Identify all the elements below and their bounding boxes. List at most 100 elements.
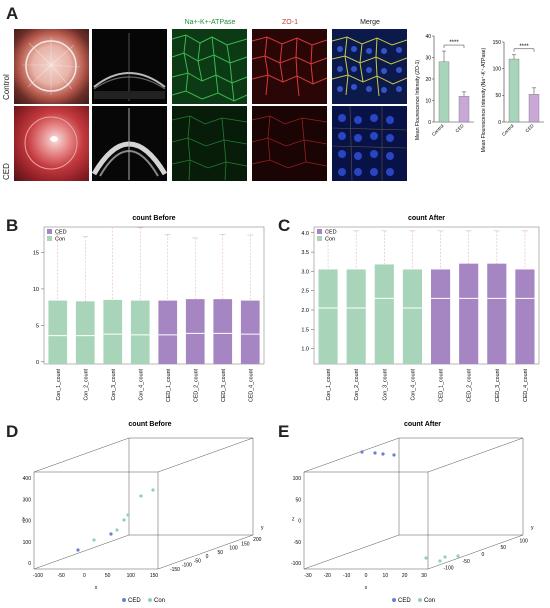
depth-edge bbox=[157, 437, 254, 473]
data-point bbox=[438, 559, 442, 563]
y-axis-label: y bbox=[261, 525, 264, 531]
y-tick-label: 100 bbox=[229, 546, 238, 552]
z-tick-label: 100 bbox=[293, 476, 302, 482]
legend-swatch bbox=[47, 236, 52, 241]
data-point bbox=[360, 450, 364, 454]
y-tick-label: 2.5 bbox=[301, 289, 309, 295]
oct-scan-control bbox=[92, 29, 167, 104]
chart-title: count Before bbox=[128, 421, 171, 428]
x-tick-label: 100 bbox=[127, 573, 136, 579]
legend-label: CED bbox=[55, 230, 67, 236]
x-tick-label: Con_3_count bbox=[111, 368, 117, 400]
x-tick-label: 50 bbox=[105, 573, 111, 579]
y-tick-label: 50 bbox=[501, 545, 507, 551]
depth-edge bbox=[33, 534, 130, 570]
y-tick-label: 50 bbox=[495, 93, 501, 99]
y-tick-label: 150 bbox=[241, 541, 250, 547]
x-tick-label: 10 bbox=[383, 573, 389, 579]
if-zo1-ced bbox=[252, 106, 327, 181]
y-tick-label: -150 bbox=[170, 567, 180, 573]
x-tick-label: CED_2_count bbox=[193, 368, 199, 402]
y-tick-label: 50 bbox=[217, 550, 223, 556]
data-point bbox=[424, 556, 428, 560]
z-tick-label: 300 bbox=[23, 497, 32, 503]
box bbox=[158, 300, 178, 364]
x-tick-label: 0 bbox=[365, 573, 368, 579]
box bbox=[240, 300, 260, 364]
panel-label-d: D bbox=[6, 422, 19, 441]
significance-stars: **** bbox=[519, 44, 529, 50]
z-tick-label: 400 bbox=[23, 476, 32, 482]
box bbox=[487, 263, 507, 364]
box bbox=[515, 269, 535, 364]
z-tick-label: -50 bbox=[294, 540, 301, 546]
box bbox=[318, 269, 338, 364]
y-tick-label: 150 bbox=[493, 40, 502, 46]
category-label: CED bbox=[454, 123, 465, 134]
box bbox=[75, 301, 95, 364]
bar-chart-atpase: Mean Flourescence Intensity (Na⁺-K⁺-ATPa… bbox=[481, 40, 544, 152]
y-tick-label: 1.5 bbox=[301, 327, 309, 333]
z-tick-label: 0 bbox=[28, 561, 31, 567]
z-axis-label: z bbox=[22, 517, 25, 523]
y-tick-label: 30 bbox=[425, 55, 431, 61]
x-axis-label: x bbox=[95, 585, 98, 591]
y-tick-label: 100 bbox=[520, 538, 529, 544]
oct-scan-ced bbox=[92, 106, 167, 181]
x-tick-label: -10 bbox=[343, 573, 350, 579]
eye-photo-ced bbox=[14, 106, 89, 181]
legend-swatch bbox=[317, 229, 322, 234]
y-tick-label: -50 bbox=[194, 558, 201, 564]
x-tick-label: 0 bbox=[83, 573, 86, 579]
x-tick-label: Con_2_count bbox=[83, 368, 89, 400]
y-tick-label: 0 bbox=[482, 552, 485, 558]
col-header-merge: Merge bbox=[360, 19, 380, 26]
data-point bbox=[139, 494, 143, 498]
x-tick-label: CED_2_count bbox=[467, 368, 473, 402]
x-tick-label: -30 bbox=[304, 573, 311, 579]
x-tick-label: Con_2_count bbox=[354, 368, 360, 400]
data-point bbox=[109, 532, 113, 536]
y-tick-label: 10 bbox=[33, 287, 39, 293]
plot-frame bbox=[313, 226, 540, 365]
significance-bracket bbox=[513, 48, 535, 52]
x-axis-label: x bbox=[365, 585, 368, 591]
x-tick-label: 150 bbox=[150, 573, 159, 579]
chart-title: count After bbox=[404, 421, 441, 428]
y-tick-label: 40 bbox=[425, 34, 431, 40]
y-tick-label: 4.0 bbox=[301, 231, 309, 237]
data-point bbox=[456, 554, 460, 558]
atp-ylabel: Mean Flourescence Intensity (Na⁺-K⁺-ATPa… bbox=[481, 47, 487, 152]
y-tick-label: 10 bbox=[425, 98, 431, 104]
legend-label: Con bbox=[55, 237, 65, 243]
category-label: Control bbox=[501, 123, 515, 137]
box bbox=[374, 264, 394, 364]
eye-photo-control bbox=[14, 29, 89, 104]
x-tick-label: CED_4_count bbox=[523, 368, 529, 402]
x-tick-label: 30 bbox=[421, 573, 427, 579]
legend-label: CED bbox=[398, 598, 411, 604]
if-merge-ced bbox=[332, 106, 407, 181]
box bbox=[103, 299, 123, 364]
depth-edge bbox=[157, 534, 254, 570]
col-header-atpase: Na+-K+-ATPase bbox=[184, 19, 236, 26]
data-point bbox=[392, 453, 396, 457]
data-point bbox=[381, 452, 385, 456]
y-axis-label: y bbox=[531, 525, 534, 531]
significance-bracket bbox=[443, 44, 465, 49]
category-label: Control bbox=[431, 123, 445, 137]
legend-label: Con bbox=[154, 598, 165, 604]
data-point bbox=[115, 528, 119, 532]
y-tick-label: -50 bbox=[463, 559, 470, 565]
front-face bbox=[303, 471, 429, 570]
row-label-control: Control bbox=[2, 74, 11, 100]
x-tick-label: CED_3_count bbox=[495, 368, 501, 402]
z-tick-label: -100 bbox=[291, 561, 301, 567]
legend-label: CED bbox=[128, 598, 141, 604]
depth-edge bbox=[427, 437, 524, 473]
zo1-ylabel: Mean Flourescence Intensity (ZO-1) bbox=[415, 60, 421, 140]
x-tick-label: CED_1_count bbox=[166, 368, 172, 402]
if-zo1-control bbox=[252, 29, 327, 104]
